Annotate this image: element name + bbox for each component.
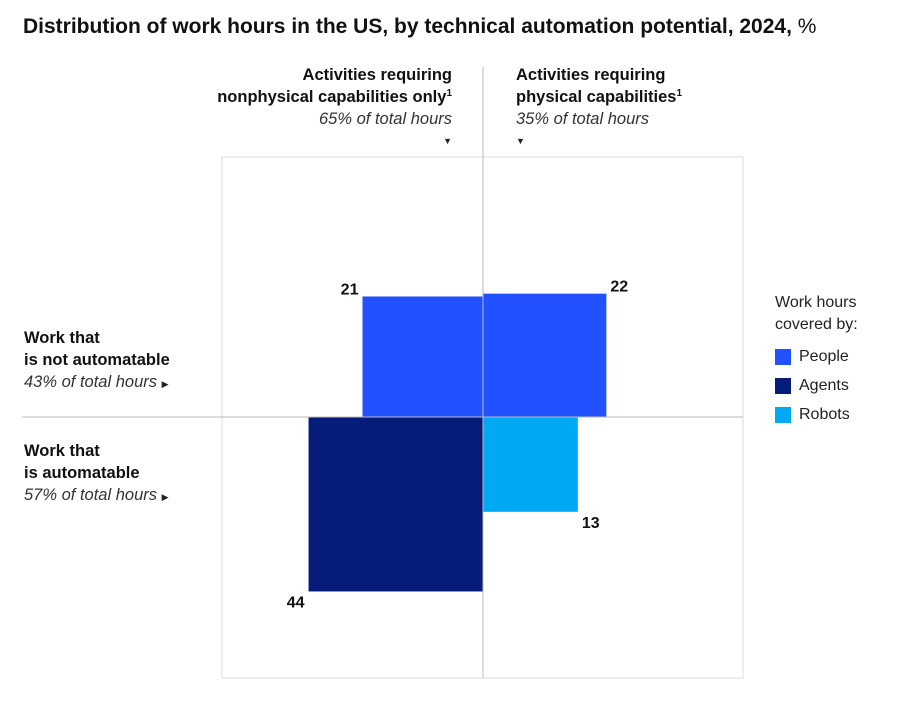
column-header-physical: Activities requiring physical capabiliti… — [516, 64, 682, 152]
down-triangle-icon: ▼ — [516, 136, 525, 146]
column-share-physical: 35% of total hours — [516, 110, 649, 128]
legend-item-robots: Robots — [775, 400, 858, 429]
column-header-nonphysical: Activities requiring nonphysical capabil… — [217, 64, 452, 152]
chart-title-text: Distribution of work hours in the US, by… — [23, 15, 792, 38]
row-header-automatable-line2: is automatable — [24, 464, 140, 482]
legend-swatch-robots — [775, 406, 791, 423]
square-top-right — [483, 293, 607, 417]
value-label-top-right: 22 — [610, 279, 628, 296]
row-header-not-automatable-line1: Work that — [24, 329, 100, 347]
row-share-automatable: 57% of total hours — [24, 486, 157, 504]
row-share-not-automatable: 43% of total hours — [24, 373, 157, 391]
legend-swatch-people — [775, 348, 791, 365]
legend-label-agents: Agents — [799, 376, 849, 394]
column-header-nonphysical-line1: Activities requiring — [302, 66, 452, 84]
square-top-left — [362, 296, 483, 417]
down-triangle-icon: ▼ — [443, 136, 452, 146]
right-triangle-icon: ▶ — [161, 492, 169, 502]
legend-label-robots: Robots — [799, 405, 850, 423]
chart-title-unit: % — [791, 15, 817, 38]
legend-title-line1: Work hours — [775, 294, 857, 311]
column-header-physical-line1: Activities requiring — [516, 66, 666, 84]
value-label-bottom-left: 44 — [287, 594, 305, 611]
row-header-automatable-line1: Work that — [24, 442, 100, 460]
column-header-physical-line2: physical capabilities — [516, 88, 677, 106]
column-header-nonphysical-line2: nonphysical capabilities only — [217, 88, 447, 106]
footnote-marker: 1 — [446, 88, 452, 99]
legend-item-people: People — [775, 342, 858, 371]
value-label-bottom-right: 13 — [582, 515, 600, 532]
row-header-not-automatable-line2: is not automatable — [24, 351, 170, 369]
right-triangle-icon: ▶ — [161, 379, 169, 389]
legend-label-people: People — [799, 347, 849, 365]
row-header-not-automatable: Work that is not automatable 43% of tota… — [24, 327, 170, 395]
square-bottom-left — [308, 417, 483, 592]
legend-swatch-agents — [775, 377, 791, 394]
row-header-automatable: Work that is automatable 57% of total ho… — [24, 440, 169, 508]
legend: Work hours covered by: People Agents Rob… — [775, 292, 858, 429]
chart-title: Distribution of work hours in the US, by… — [23, 15, 816, 39]
legend-item-agents: Agents — [775, 371, 858, 400]
square-bottom-right — [483, 417, 578, 512]
column-share-nonphysical: 65% of total hours — [319, 110, 452, 128]
footnote-marker: 1 — [676, 88, 683, 99]
value-label-top-left: 21 — [341, 281, 359, 298]
legend-title-line2: covered by: — [775, 316, 858, 333]
